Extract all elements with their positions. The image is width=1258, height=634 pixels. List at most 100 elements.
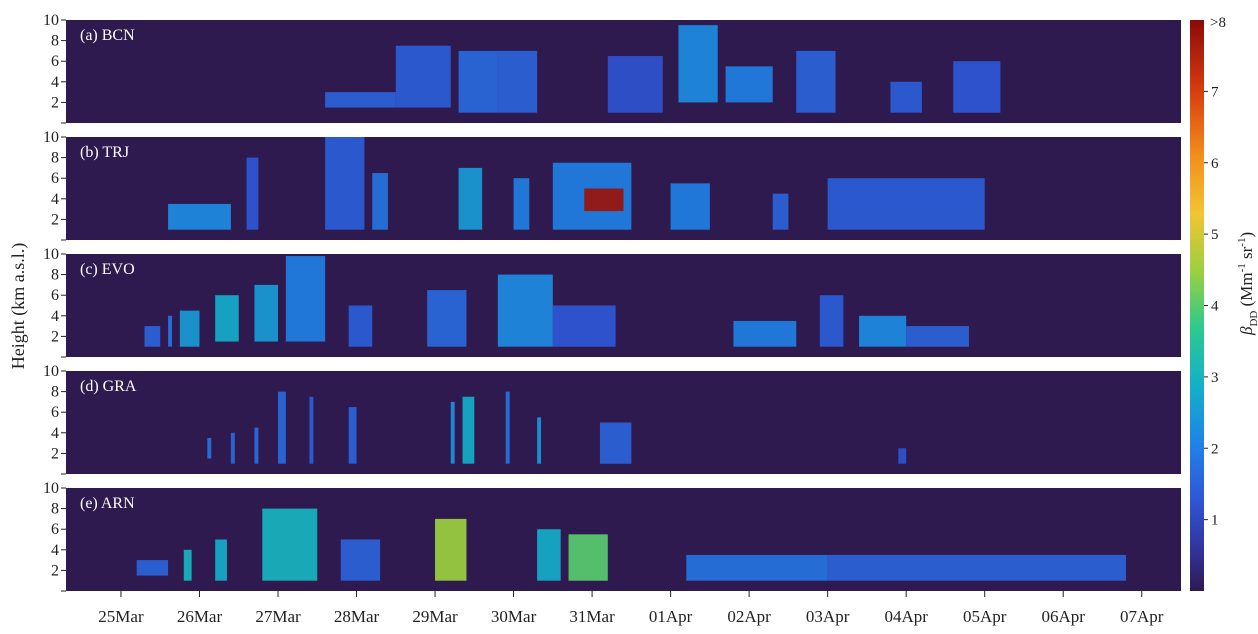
y-tick-label: 2 <box>51 562 59 579</box>
heat-block <box>168 315 173 347</box>
y-tick-label: 6 <box>51 53 59 70</box>
panel-label: (d) GRA <box>80 378 137 395</box>
heat-block <box>678 25 718 103</box>
heat-block <box>325 92 396 108</box>
y-tick-label: 4 <box>51 542 59 559</box>
heat-block <box>230 432 235 464</box>
x-tick-label: 31Mar <box>569 607 615 626</box>
y-tick-label: 6 <box>51 404 59 421</box>
heat-block <box>827 554 1127 581</box>
heat-block <box>450 401 455 464</box>
panel-1: 2 4 6 8 10 (b) TRJ <box>43 129 1181 241</box>
colorbar-ticks: 1 2 3 4 5 6 7 <box>1204 84 1219 529</box>
y-tick-label: 6 <box>51 170 59 187</box>
heat-block <box>179 310 200 347</box>
y-tick-label: 8 <box>51 267 59 284</box>
y-tick-label: 4 <box>51 425 59 442</box>
y-tick-label: 2 <box>51 445 59 462</box>
heat-block <box>183 549 192 581</box>
heat-block <box>497 50 538 113</box>
x-tick-label: 03Apr <box>806 607 850 626</box>
y-tick-label: 2 <box>51 328 59 345</box>
panel-0: 2 4 6 8 10 (a) BCN <box>43 12 1181 124</box>
heat-block <box>827 178 985 230</box>
heat-block <box>906 326 969 347</box>
heat-block <box>309 396 314 464</box>
y-tick-label: 4 <box>51 74 59 91</box>
heat-block <box>246 157 259 230</box>
colorbar-label-sub: DD <box>1248 311 1258 327</box>
heat-block <box>796 50 836 113</box>
panel-label: (e) ARN <box>80 495 135 512</box>
colorbar-tick-label: 7 <box>1211 84 1219 100</box>
heat-block <box>725 66 773 103</box>
x-tick-label: 27Mar <box>255 607 301 626</box>
colorbar-gradient <box>1190 20 1204 591</box>
y-tick-label: 6 <box>51 521 59 538</box>
heat-block <box>686 554 828 581</box>
heat-block <box>458 50 498 113</box>
heat-block <box>278 391 286 464</box>
colorbar-tick-label: 6 <box>1211 156 1219 172</box>
x-axis: 25Mar 26Mar 27Mar 28Mar 29Mar 30Mar 31Mar 01Apr… <box>98 591 1164 626</box>
colorbar-tick-label: 4 <box>1211 299 1219 315</box>
heat-block <box>207 437 212 459</box>
heat-block <box>348 407 357 464</box>
x-tick-label: 05Apr <box>963 607 1007 626</box>
y-tick-label: 10 <box>43 12 59 29</box>
x-tick-label: 29Mar <box>412 607 458 626</box>
heat-block <box>285 256 326 342</box>
x-tick-label: 06Apr <box>1041 607 1085 626</box>
panel-label: (c) EVO <box>80 261 135 278</box>
heat-block <box>898 448 907 464</box>
heat-block <box>599 422 632 464</box>
heat-block <box>462 396 475 464</box>
y-tick-label: 8 <box>51 501 59 518</box>
colorbar-label-exp1: -1 <box>1236 263 1248 272</box>
x-tick-label: 30Mar <box>491 607 537 626</box>
heat-block <box>325 137 365 230</box>
x-tick-label: 01Apr <box>649 607 693 626</box>
heat-block <box>340 539 381 581</box>
colorbar-tick-label: 5 <box>1211 227 1219 243</box>
heat-block <box>144 326 161 347</box>
y-tick-label: 8 <box>51 33 59 50</box>
y-tick-label: 8 <box>51 384 59 401</box>
heat-block <box>168 203 231 230</box>
heat-block <box>607 56 663 113</box>
x-tick-label: 07Apr <box>1120 607 1164 626</box>
heat-block <box>395 45 451 108</box>
heat-block <box>262 508 318 581</box>
heat-block <box>537 417 542 464</box>
heat-block <box>505 391 510 464</box>
heat-block <box>215 539 227 581</box>
colorbar-tick-label: 2 <box>1211 441 1219 457</box>
colorbar-tick-label: 3 <box>1211 370 1219 386</box>
panel-background <box>66 254 1181 357</box>
heat-block <box>215 295 239 342</box>
colorbar-label-close: ) <box>1237 232 1256 238</box>
heat-block <box>458 167 483 230</box>
heat-block <box>136 560 169 576</box>
heat-block <box>513 178 530 230</box>
heat-block <box>953 61 1001 113</box>
x-tick-label: 02Apr <box>727 607 771 626</box>
heat-block <box>890 81 922 113</box>
panel-3: 2 4 6 8 10 (d) GRA <box>43 363 1181 475</box>
y-tick-label: 10 <box>43 129 59 146</box>
y-tick-label: 10 <box>43 246 59 263</box>
heat-block <box>670 183 710 230</box>
colorbar-top-label: >8 <box>1210 15 1226 31</box>
panel-label: (a) BCN <box>80 27 135 44</box>
heat-block <box>427 290 467 347</box>
y-tick-label: 6 <box>51 287 59 304</box>
y-tick-label: 8 <box>51 150 59 167</box>
heat-block <box>254 284 279 342</box>
heat-block <box>435 518 467 581</box>
colorbar-label-exp2: -1 <box>1236 238 1248 247</box>
y-tick-label: 2 <box>51 211 59 228</box>
panel-2: 2 4 6 8 10 (c) EVO <box>43 246 1181 358</box>
x-tick-label: 26Mar <box>177 607 223 626</box>
heat-block <box>552 305 616 347</box>
